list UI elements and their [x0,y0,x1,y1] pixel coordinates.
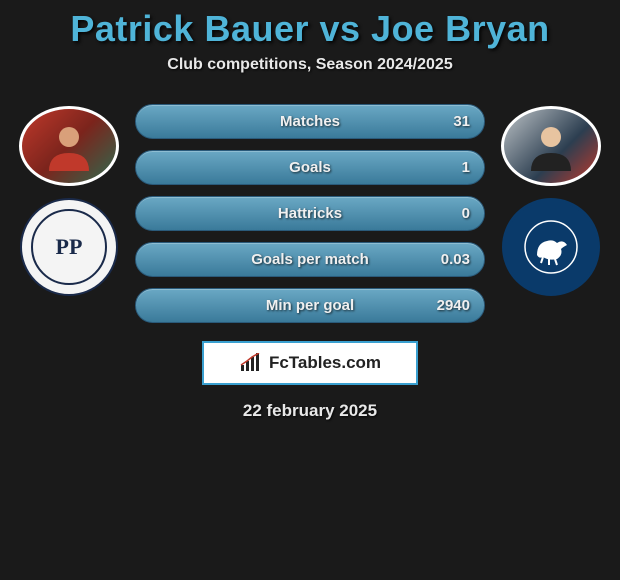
stat-row-min-per-goal: Min per goal 2940 [135,288,485,323]
person-icon [521,121,581,171]
page-subtitle: Club competitions, Season 2024/2025 [0,56,620,74]
right-player-column [495,102,607,296]
main-row: PP Matches 31 Goals 1 Hattricks 0 Goals … [0,102,620,323]
brand-text: FcTables.com [269,353,381,373]
stat-label: Goals [289,159,331,176]
stat-label: Min per goal [266,297,354,314]
left-player-column: PP [13,102,125,296]
stat-row-hattricks: Hattricks 0 [135,196,485,231]
person-icon [39,121,99,171]
bars-icon [239,353,263,373]
player-photo-left [19,106,119,186]
stat-row-goals: Goals 1 [135,150,485,185]
stats-column: Matches 31 Goals 1 Hattricks 0 Goals per… [135,102,485,323]
page-title: Patrick Bauer vs Joe Bryan [0,8,620,50]
stat-right-value: 2940 [437,297,470,314]
stat-label: Matches [280,113,340,130]
stat-label: Hattricks [278,205,342,222]
crest-left-initials: PP [31,209,107,285]
player-photo-right [501,106,601,186]
stat-right-value: 31 [453,113,470,130]
stat-row-goals-per-match: Goals per match 0.03 [135,242,485,277]
comparison-card: Patrick Bauer vs Joe Bryan Club competit… [0,0,620,421]
stat-right-value: 0 [462,205,470,222]
club-crest-left: PP [20,198,118,296]
stat-label: Goals per match [251,251,369,268]
lion-icon [516,212,586,282]
club-crest-right [502,198,600,296]
stat-right-value: 1 [462,159,470,176]
stat-row-matches: Matches 31 [135,104,485,139]
date-text: 22 february 2025 [0,401,620,421]
stat-right-value: 0.03 [441,251,470,268]
brand-box[interactable]: FcTables.com [202,341,418,385]
